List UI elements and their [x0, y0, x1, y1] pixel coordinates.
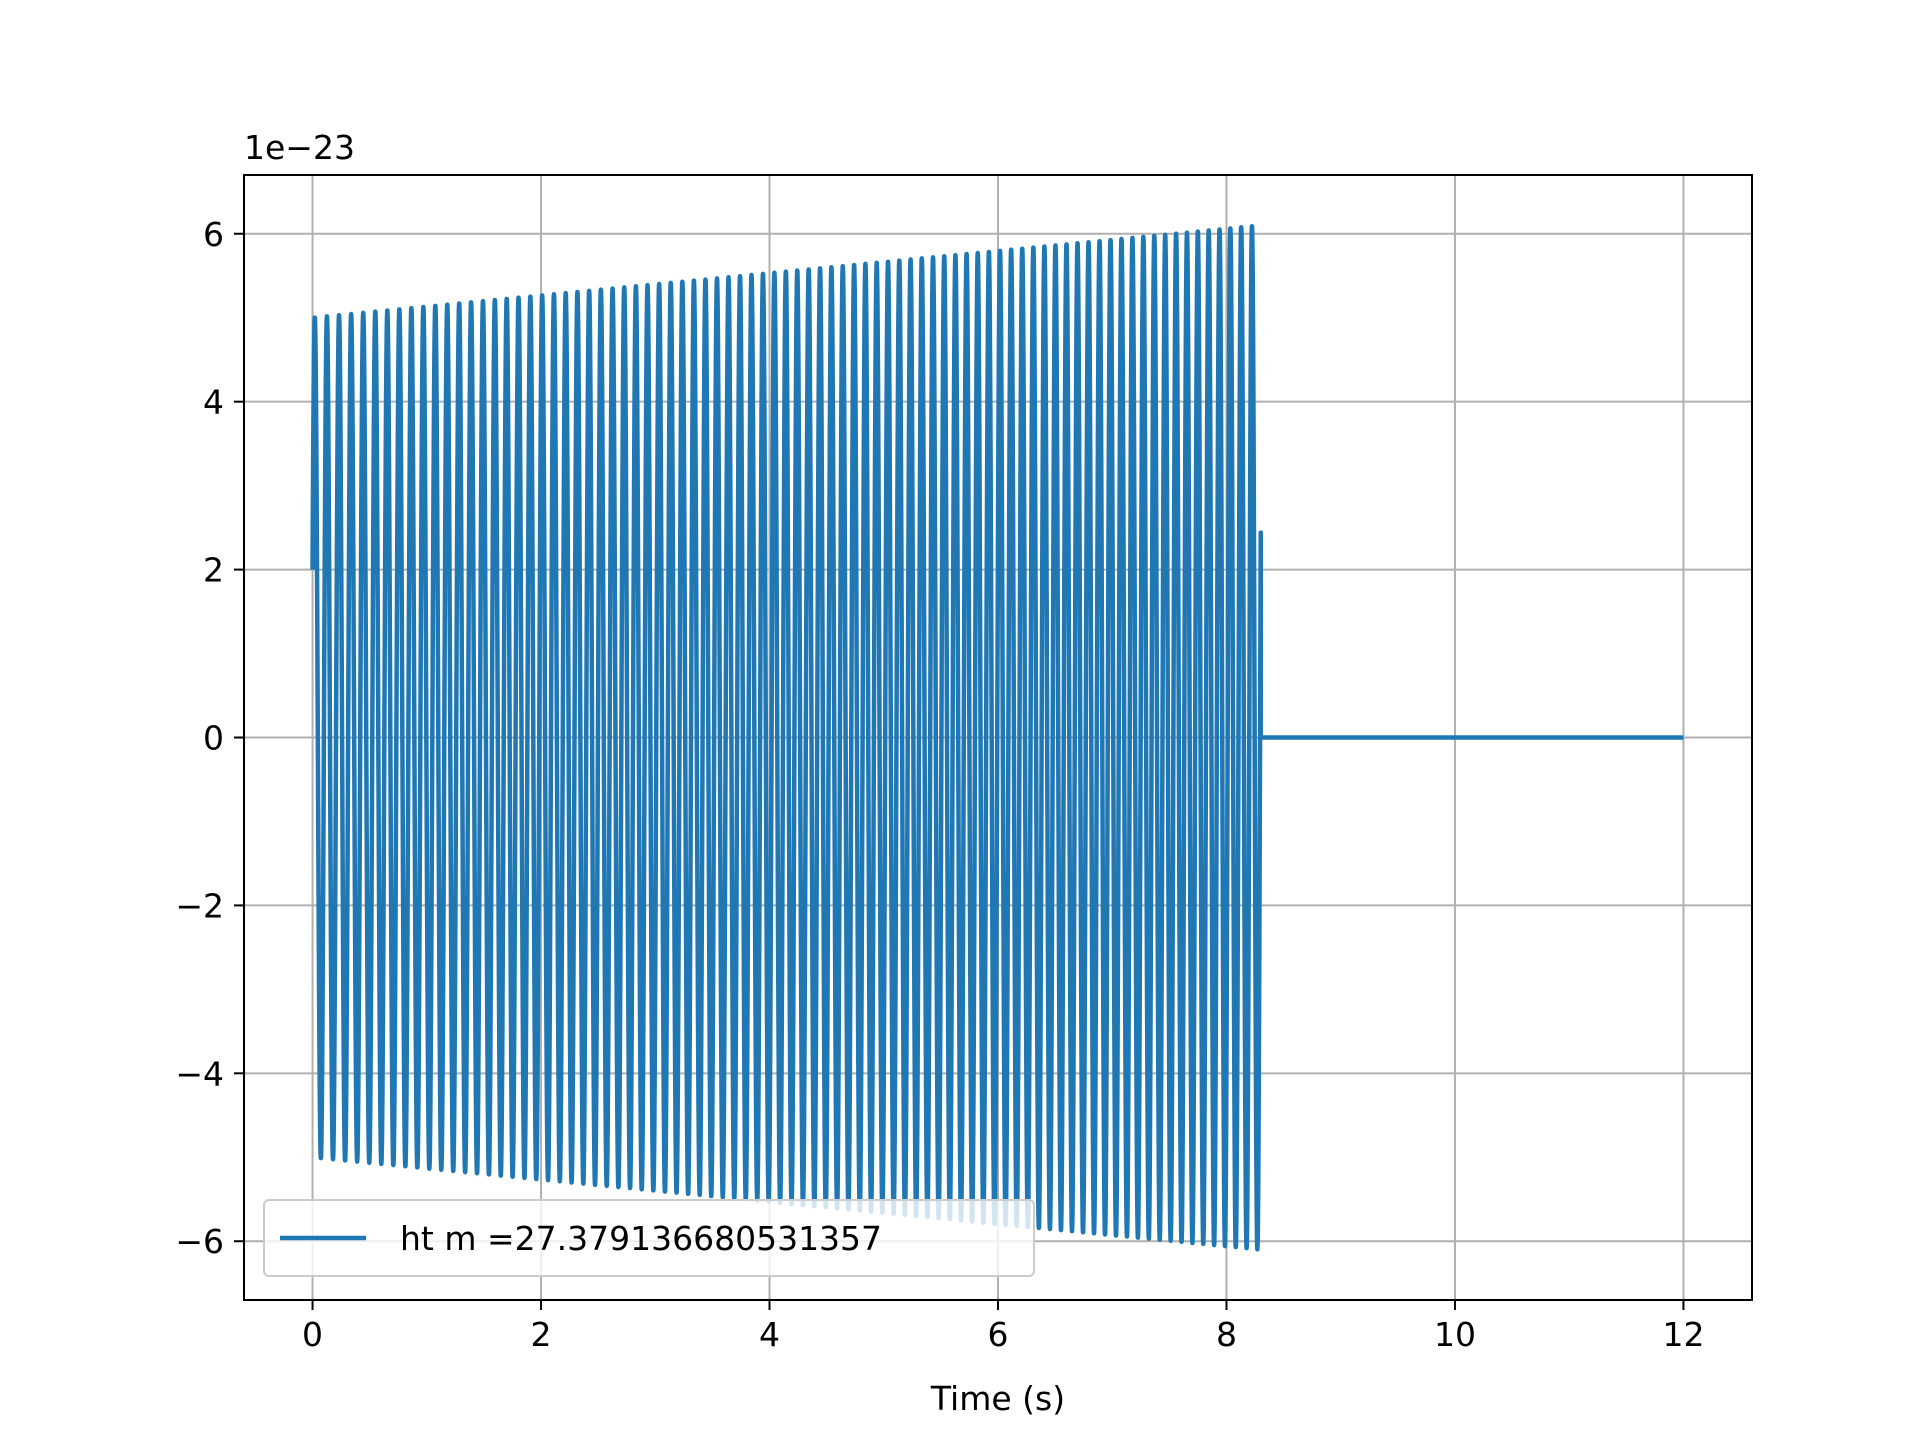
legend-label: ht m =27.379136680531357 — [400, 1219, 882, 1258]
x-tick-label: 10 — [1434, 1315, 1476, 1354]
x-tick-label: 6 — [988, 1315, 1009, 1354]
y-tick-label: 4 — [203, 383, 224, 422]
x-axis-label: Time (s) — [930, 1379, 1065, 1418]
y-offset-label: 1e−23 — [244, 128, 355, 167]
x-tick-label: 2 — [531, 1315, 552, 1354]
x-tick-label: 4 — [759, 1315, 780, 1354]
x-tick-label: 8 — [1216, 1315, 1237, 1354]
legend-box — [263, 1199, 1035, 1277]
tick-marks — [234, 232, 1685, 1310]
legend: ht m =27.379136680531357 — [263, 1199, 1035, 1277]
tick-labels: 0 2 4 6 8 10 12 −6 −4 −2 0 2 4 6 — [175, 215, 1704, 1354]
x-tick-label: 12 — [1662, 1315, 1704, 1354]
series-line — [310, 224, 1684, 1252]
y-tick-label: 0 — [203, 719, 224, 758]
y-tick-label: −6 — [175, 1222, 224, 1261]
y-tick-label: 6 — [203, 215, 224, 254]
y-tick-label: −4 — [175, 1054, 224, 1093]
x-tick-label: 0 — [302, 1315, 323, 1354]
y-tick-label: 2 — [203, 551, 224, 590]
series-layer — [310, 224, 1684, 1252]
y-tick-label: −2 — [175, 886, 224, 925]
